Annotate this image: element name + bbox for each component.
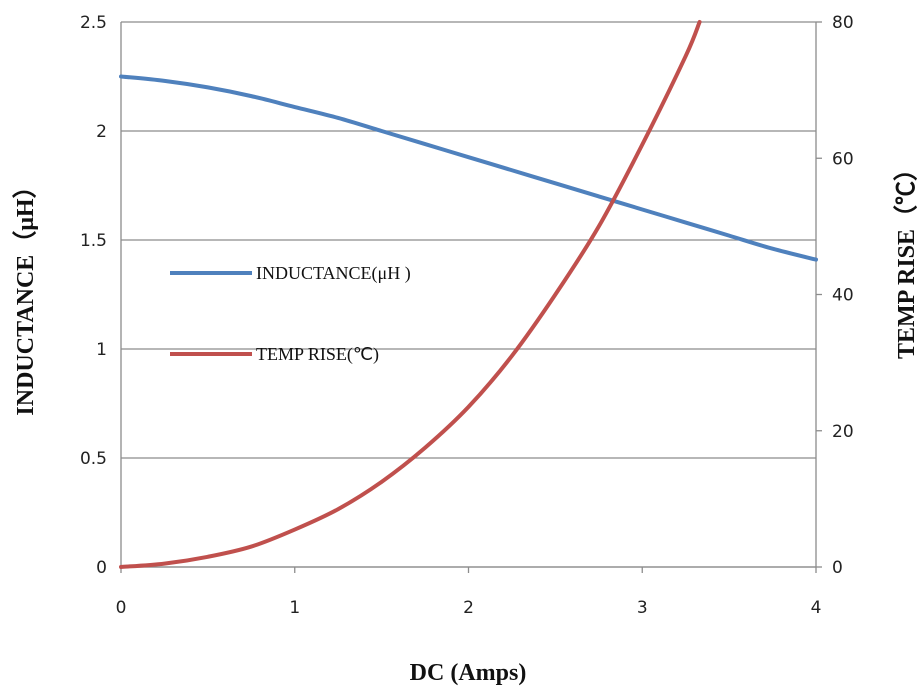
x-tick-label: 3: [637, 598, 648, 618]
x-tick-label: 1: [289, 598, 300, 618]
y-tick-label: 2: [96, 122, 107, 142]
y-axis-title-right: TEMP RISE（℃）: [893, 157, 920, 359]
y2-tick-label: 40: [832, 286, 854, 306]
x-tick-label: 0: [116, 598, 127, 618]
y-axis-title-left: INDUCTANCE（μH）: [12, 174, 39, 415]
y2-tick-label: 60: [832, 149, 854, 169]
series-line-inductance: [119, 74, 818, 262]
y2-tick-label: 0: [832, 558, 843, 578]
y-tick-label: 1: [96, 340, 107, 360]
x-axis-title: DC (Amps): [410, 660, 527, 686]
gridlines: [121, 21, 816, 568]
y-tick-label: 0: [96, 558, 107, 578]
legend-label: TEMP RISE(℃): [256, 344, 379, 365]
tick-labels: 0 0.5 1 1.5 2 2.5 0 20 40 60 80 0 1 2 3 4: [80, 13, 854, 618]
x-tick-label: 2: [463, 598, 474, 618]
y2-tick-label: 80: [832, 13, 854, 33]
series-line-temp-rise: [119, 20, 702, 569]
y-tick-label: 2.5: [80, 13, 107, 33]
y-tick-label: 0.5: [80, 449, 107, 469]
x-tick-label: 4: [811, 598, 822, 618]
legend-label: INDUCTANCE(μH ): [256, 263, 411, 284]
y2-tick-label: 20: [832, 422, 854, 442]
axes: [120, 21, 822, 573]
series-lines: [119, 20, 818, 569]
legend: INDUCTANCE(μH ) TEMP RISE(℃): [170, 263, 411, 365]
y-tick-label: 1.5: [80, 231, 107, 251]
